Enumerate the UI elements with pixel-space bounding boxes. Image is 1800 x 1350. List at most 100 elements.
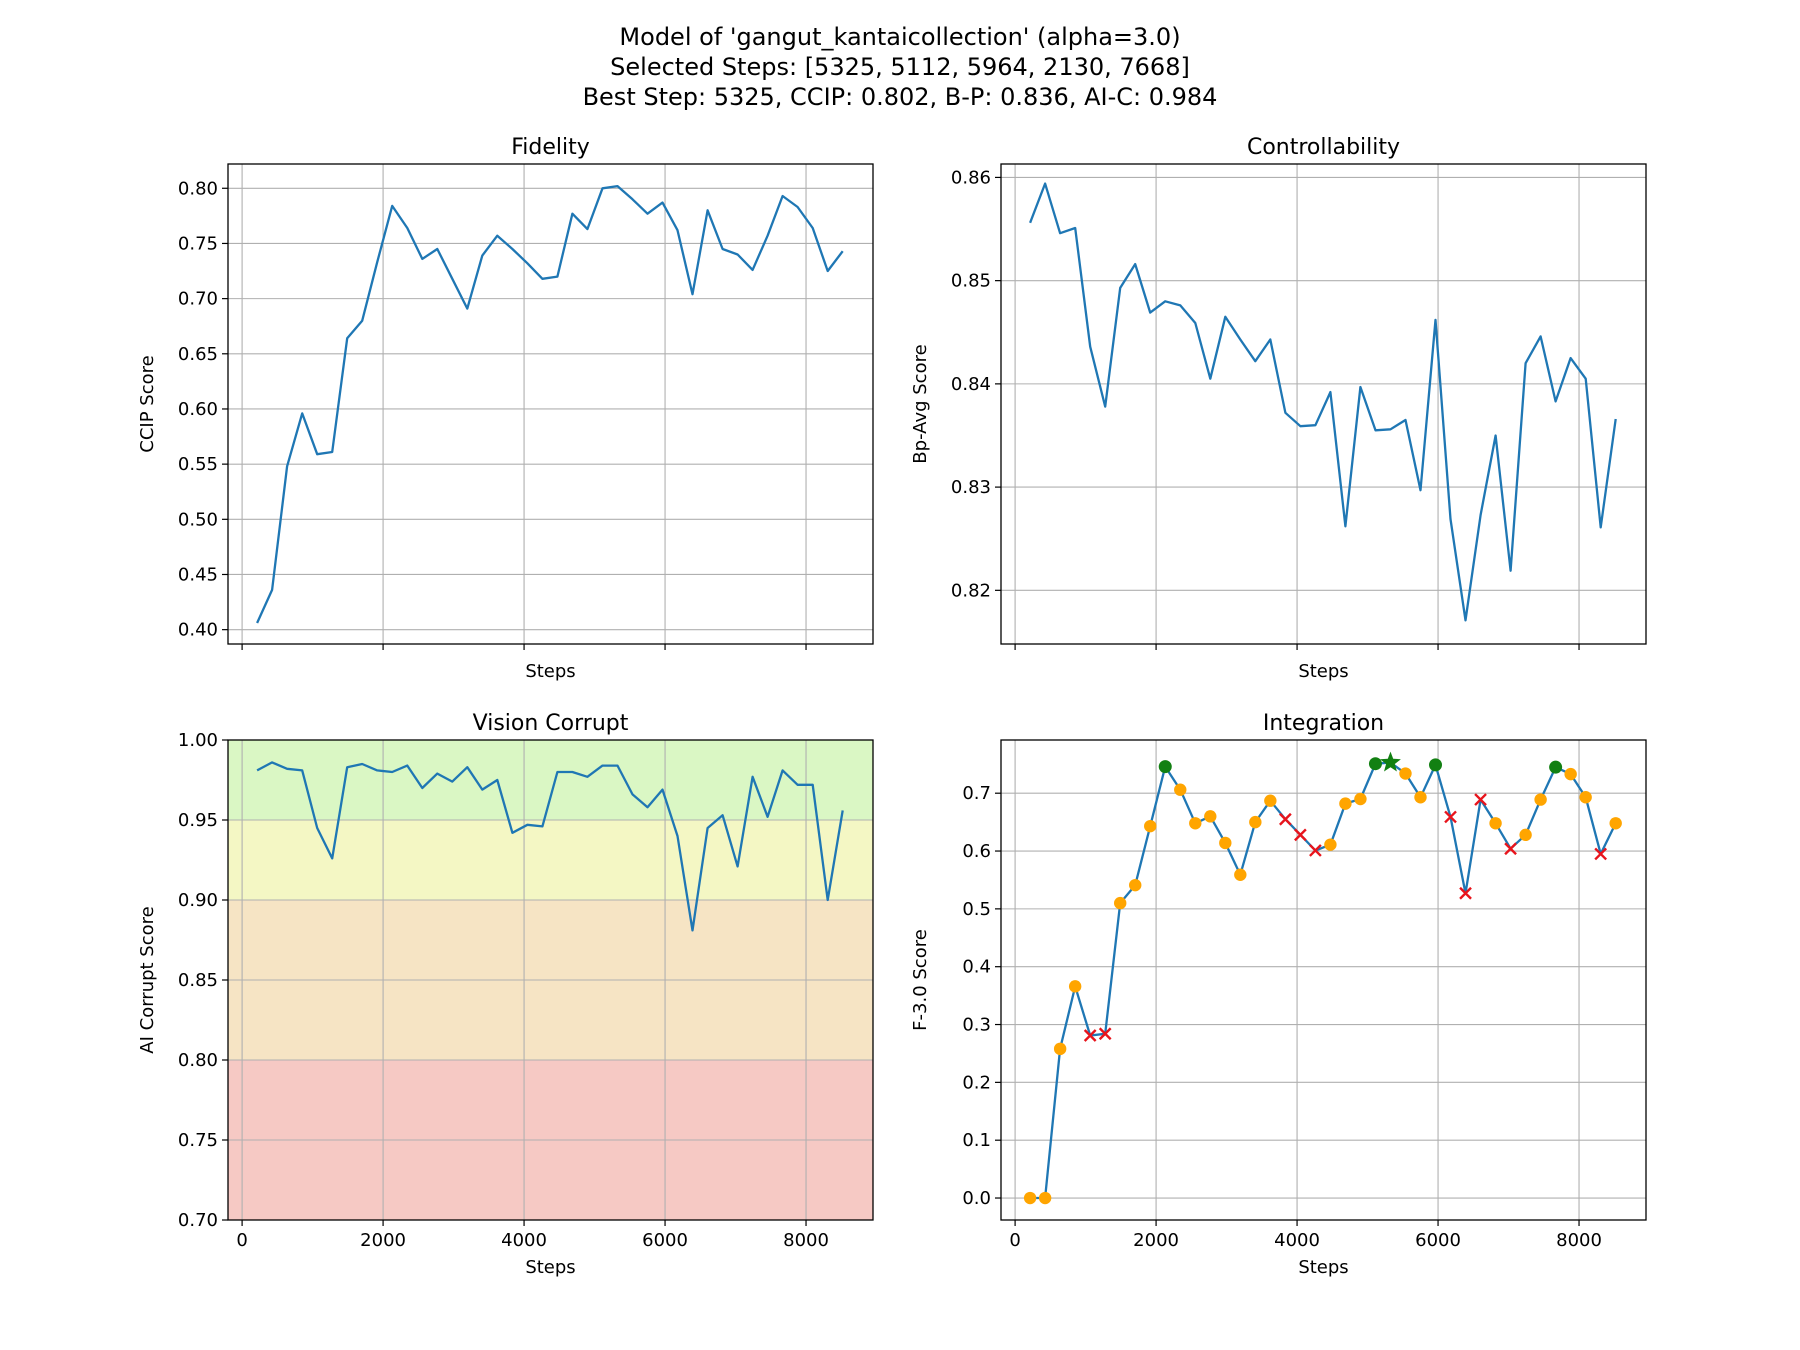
y-tick-label: 0.70 <box>178 289 218 310</box>
rejected-marker <box>1309 844 1322 857</box>
y-tick-label: 0.80 <box>178 178 218 199</box>
y-tick-label: 0.86 <box>951 167 991 188</box>
x-tick-label: 6000 <box>1415 1230 1461 1251</box>
point-marker <box>1264 794 1277 807</box>
band-2 <box>228 820 873 900</box>
x-axis-label: Steps <box>525 1257 575 1278</box>
point-marker <box>1399 767 1412 780</box>
figure-title-line-2: Selected Steps: [5325, 5112, 5964, 2130,… <box>610 53 1190 81</box>
rejected-marker <box>1083 1029 1097 1042</box>
point-marker <box>1068 980 1082 993</box>
y-tick-label: 0.90 <box>178 890 218 911</box>
point-marker <box>1564 767 1577 781</box>
series-line <box>1029 182 1617 622</box>
rejected-marker <box>1279 812 1292 826</box>
subplot-1: 0.40 0.45 0.50 0.55 0.60 0.65 0.70 0.75 0.80 Fide… <box>137 135 874 682</box>
point-marker <box>1129 878 1142 892</box>
point-marker <box>1023 1191 1037 1205</box>
point-marker <box>1189 817 1202 830</box>
x-tick-label: 4000 <box>501 1230 547 1251</box>
figure-title: Model of 'gangut_kantaicollection' (alph… <box>0 22 1800 112</box>
subplot-title: Controllability <box>1247 135 1400 160</box>
y-tick-label: 0.60 <box>178 399 218 420</box>
series-line <box>256 184 844 624</box>
y-tick-label: 0.6 <box>962 841 991 862</box>
rejected-marker <box>1459 886 1472 900</box>
figure-title-line-1: Model of 'gangut_kantaicollection' (alph… <box>619 23 1181 51</box>
rejected-marker <box>1504 842 1517 856</box>
y-tick-label: 0.1 <box>962 1130 991 1151</box>
y-tick-label: 0.82 <box>951 580 991 601</box>
selected-marker <box>1158 760 1172 774</box>
x-tick-label: 0 <box>236 1230 247 1251</box>
point-marker <box>1354 792 1367 806</box>
y-axis-label: Bp-Avg Score <box>910 344 931 463</box>
subplot-title: Vision Corrupt <box>473 711 629 736</box>
x-tick-label: 8000 <box>783 1230 829 1251</box>
y-tick-label: 0.95 <box>178 810 218 831</box>
y-tick-label: 0.0 <box>962 1188 991 1209</box>
selected-marker <box>1368 757 1382 771</box>
y-tick-label: 0.65 <box>178 344 218 365</box>
y-tick-label: 0.80 <box>178 1050 218 1071</box>
rejected-marker <box>1294 828 1307 842</box>
y-tick-label: 0.45 <box>178 564 218 585</box>
subplot-2: 0.82 0.83 0.84 0.85 0.86 Controllability Steps… <box>910 135 1647 682</box>
rejected-marker <box>1474 793 1487 806</box>
y-tick-label: 0.84 <box>951 374 991 395</box>
point-marker <box>1339 797 1352 810</box>
x-tick-label: 4000 <box>1274 1230 1320 1251</box>
x-tick-label: 6000 <box>642 1230 688 1251</box>
band-1 <box>228 740 873 820</box>
point-marker <box>1053 1042 1067 1056</box>
point-marker <box>1204 810 1217 823</box>
point-marker <box>1534 793 1547 806</box>
subplot-3: 0 2000 4000 6000 8000 0.70 0.75 0.80 0.85 0.90 0.9… <box>137 711 874 1278</box>
y-tick-label: 0.75 <box>178 233 218 254</box>
axes-frame <box>1000 163 1647 645</box>
x-tick-label: 0 <box>1009 1230 1020 1251</box>
series-line <box>256 761 844 932</box>
y-tick-label: 0.70 <box>178 1210 218 1231</box>
point-marker <box>1324 838 1337 851</box>
selected-marker <box>1549 760 1563 774</box>
y-tick-label: 0.50 <box>178 509 218 530</box>
y-axis-label: F-3.0 Score <box>910 929 931 1031</box>
x-axis-label: Steps <box>1298 1257 1348 1278</box>
x-axis-label: Steps <box>525 661 575 682</box>
y-tick-label: 0.2 <box>962 1072 991 1093</box>
point-marker <box>1144 819 1157 833</box>
point-marker <box>1038 1191 1052 1205</box>
y-tick-label: 0.85 <box>178 970 218 991</box>
subplot-title: Fidelity <box>511 135 590 160</box>
y-tick-label: 0.40 <box>178 620 218 641</box>
best-step-star <box>1380 751 1401 772</box>
rejected-marker <box>1098 1027 1112 1041</box>
point-marker <box>1174 783 1187 796</box>
point-marker <box>1249 815 1262 829</box>
selected-marker <box>1429 758 1443 772</box>
point-marker <box>1609 817 1622 830</box>
x-tick-label: 8000 <box>1556 1230 1602 1251</box>
point-marker <box>1414 791 1427 804</box>
rejected-marker <box>1594 847 1608 861</box>
point-marker <box>1114 896 1127 910</box>
axes-frame <box>227 163 874 645</box>
point-marker <box>1519 828 1532 842</box>
y-tick-label: 0.75 <box>178 1130 218 1151</box>
x-tick-label: 2000 <box>1133 1230 1179 1251</box>
y-axis-label: CCIP Score <box>137 355 158 452</box>
y-tick-label: 0.7 <box>962 783 991 804</box>
figure-title-line-3: Best Step: 5325, CCIP: 0.802, B-P: 0.836… <box>582 83 1218 111</box>
subplot-4: 0 2000 4000 6000 8000 0.0 0.1 0.2 0.3 0.4 0.5 0.6 0.… <box>910 711 1647 1278</box>
point-marker <box>1579 791 1592 804</box>
x-axis-label: Steps <box>1298 661 1348 682</box>
y-tick-label: 0.85 <box>951 271 991 292</box>
x-tick-label: 2000 <box>360 1230 406 1251</box>
y-tick-label: 0.55 <box>178 454 218 475</box>
y-tick-label: 0.5 <box>962 899 991 920</box>
subplot-title: Integration <box>1263 711 1384 736</box>
point-marker <box>1489 817 1502 830</box>
y-tick-label: 0.3 <box>962 1015 991 1036</box>
